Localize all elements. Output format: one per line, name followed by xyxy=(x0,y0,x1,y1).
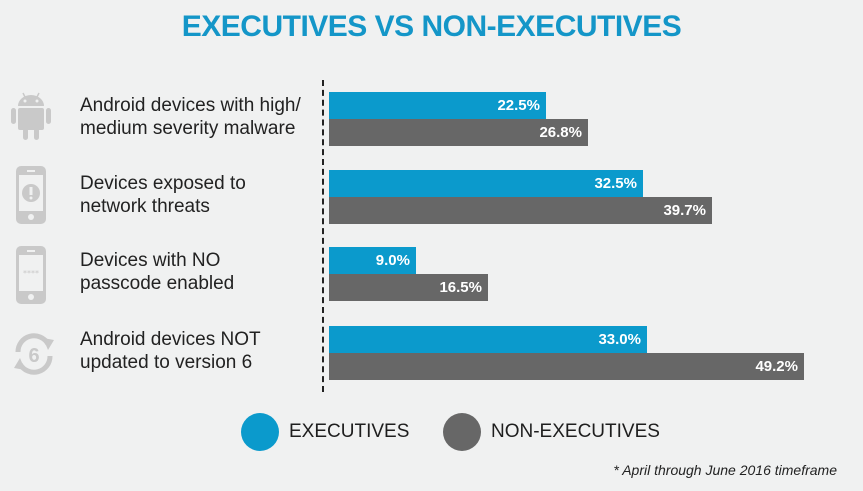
category-label-line: Devices with NO xyxy=(80,250,221,271)
category-label: Android devices with high/medium severit… xyxy=(80,94,301,140)
bar-executives: 32.5% xyxy=(329,170,643,197)
update-version-6-icon: 6 xyxy=(10,330,54,382)
data-label: 39.7% xyxy=(663,202,706,219)
category-label-line: updated to version 6 xyxy=(80,352,253,373)
category-label-line: Devices exposed to xyxy=(80,173,246,194)
legend-label-non-executives: NON-EXECUTIVES xyxy=(491,421,660,442)
category-label: Android devices NOT updated to version 6 xyxy=(80,328,261,374)
bar-non-executives: 26.8% xyxy=(329,119,588,146)
footnote: * April through June 2016 timeframe xyxy=(613,462,837,478)
category-label-line: Android devices with high/ xyxy=(80,95,301,116)
data-label: 32.5% xyxy=(594,175,637,192)
data-label: 33.0% xyxy=(598,331,641,348)
data-label: 26.8% xyxy=(539,124,582,141)
data-label: 49.2% xyxy=(755,358,798,375)
category-label-line: Android devices NOT xyxy=(80,329,261,350)
svg-text:6: 6 xyxy=(28,345,39,367)
category-label: Devices with NO passcode enabled xyxy=(80,249,234,295)
data-label: 9.0% xyxy=(375,252,410,269)
chart-title: EXECUTIVES VS NON-EXECUTIVES xyxy=(181,10,682,43)
baseline-axis xyxy=(322,80,324,392)
bar-executives: 9.0% xyxy=(329,247,416,274)
category-label-line: passcode enabled xyxy=(80,273,235,294)
svg-text:****: **** xyxy=(23,269,39,278)
legend-swatch-executives xyxy=(241,413,279,451)
legend-item-non-executives: NON-EXECUTIVES xyxy=(443,412,660,452)
legend-label-executives: EXECUTIVES xyxy=(289,421,410,442)
bar-executives: 22.5% xyxy=(329,92,546,119)
data-label: 16.5% xyxy=(439,279,482,296)
category-label-line: network threats xyxy=(80,196,210,217)
data-label: 22.5% xyxy=(497,97,540,114)
android-icon xyxy=(10,92,52,144)
phone-passcode-icon: **** xyxy=(10,245,52,304)
category-label-line: medium severity malware xyxy=(80,118,296,139)
bar-non-executives: 39.7% xyxy=(329,197,712,224)
bar-non-executives: 16.5% xyxy=(329,274,488,301)
bar-non-executives: 49.2% xyxy=(329,353,804,380)
category-label: Devices exposed to network threats xyxy=(80,172,246,218)
bar-executives: 33.0% xyxy=(329,326,647,353)
legend-swatch-non-executives xyxy=(443,413,481,451)
legend-item-executives: EXECUTIVES xyxy=(241,412,409,452)
phone-alert-icon xyxy=(10,165,52,224)
